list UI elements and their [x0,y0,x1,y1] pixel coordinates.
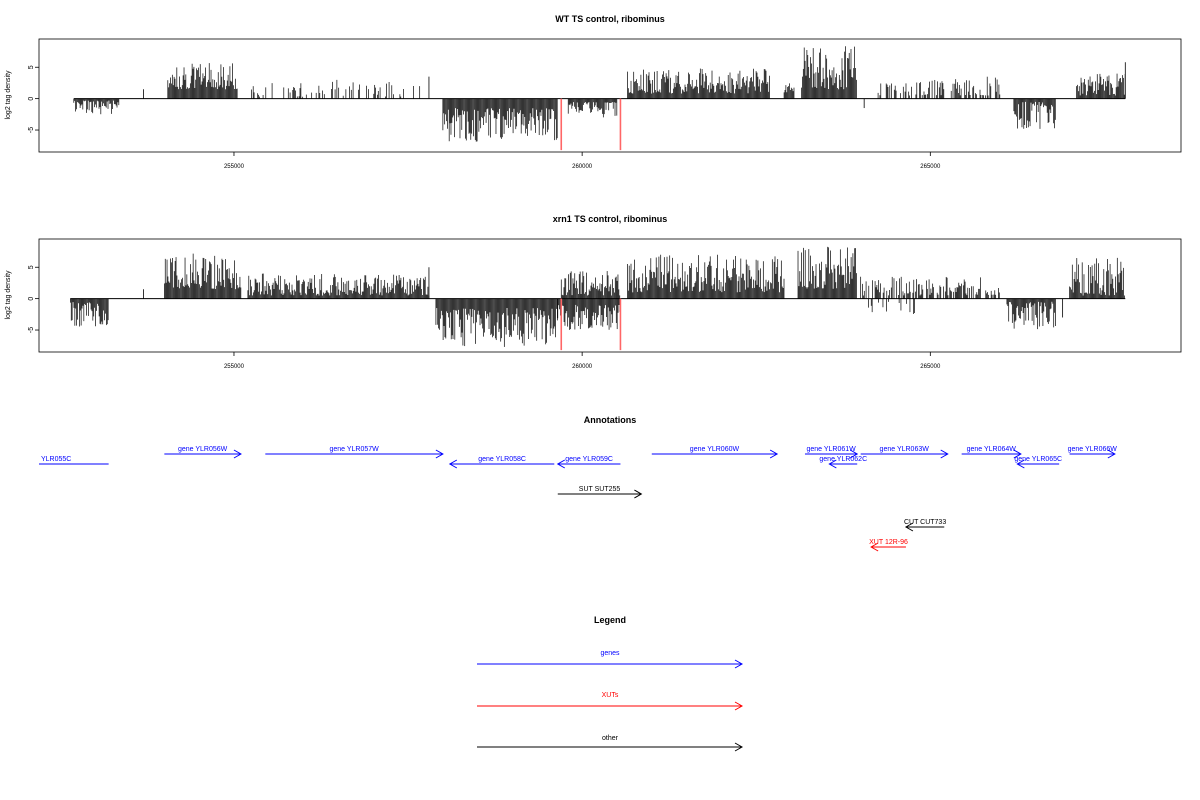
x-tick-label: 255000 [224,364,245,370]
legend-label: genes [600,650,620,657]
feature-gene-ylr063w: gene YLR063W [860,446,949,459]
x-axis: 255000 260000 265000 [224,352,941,370]
x-tick-label: 260000 [572,164,593,170]
legend: Legend genes XUTs other [477,615,744,752]
x-tick-label: 260000 [572,364,593,370]
arrow-head-icon [1107,449,1116,459]
y-axis: -5 0 5 [28,65,39,133]
x-tick-label: 265000 [920,164,941,170]
feature-label: gene YLR064W [967,446,1017,453]
arrow-head-icon [734,701,744,711]
feature-gene-ylr064w: gene YLR064W [961,446,1022,459]
y-tick-label: 0 [28,297,35,301]
arrow-head-icon [556,459,566,469]
feature-cut-cut733: CUT CUT733 [904,519,946,532]
y-tick-label: 5 [28,265,35,269]
y-axis-label: log2 tag density [5,70,12,120]
feature-label: gene YLR066W [1068,446,1118,453]
legend-entry-other: other [477,735,744,752]
plot-frame [38,38,1182,153]
feature-label: gene YLR058C [478,456,526,463]
y-axis: -5 0 5 [28,265,39,333]
coverage-bars [69,246,1126,351]
legend-entry-genes: genes [477,650,744,669]
arrow-head-icon [769,449,779,459]
feature-label: gene YLR063W [880,446,930,453]
arrow-head-icon [435,449,444,459]
feature-label: gene YLR056W [178,446,228,453]
x-tick-label: 265000 [920,364,941,370]
y-axis-label: log2 tag density [5,270,12,320]
legend-title: Legend [594,615,626,625]
feature-ylr055c: YLR055C [39,456,109,465]
feature-gene-ylr058c: gene YLR058C [448,456,555,469]
annotation-track: Annotations YLR055C gene YLR056W gene YLR0… [39,415,1118,552]
feature-xut-12r-96: XUT 12R-96 [869,539,908,552]
arrow-head-icon [940,449,949,459]
y-tick-label: 5 [28,65,35,69]
arrow-head-icon [828,459,837,469]
feature-label: gene YLR059C [565,456,613,463]
feature-gene-ylr059c: gene YLR059C [556,456,621,469]
feature-gene-ylr066w: gene YLR066W [1068,446,1118,459]
coverage-panel-wt: WT TS control, ribominus log2 tag densit… [5,14,1182,170]
feature-label: gene YLR065C [1014,456,1062,463]
feature-gene-ylr056w: gene YLR056W [164,446,242,459]
panel-title: WT TS control, ribominus [555,14,665,24]
feature-gene-ylr061w: gene YLR061W [804,446,859,459]
feature-gene-ylr062c: gene YLR062C [819,456,867,469]
x-tick-label: 255000 [224,164,245,170]
feature-list: YLR055C gene YLR056W gene YLR057W gene YLR0… [39,446,1118,552]
coverage-bars [73,46,1126,151]
feature-label: gene YLR060W [690,446,740,453]
arrow-head-icon [734,742,744,752]
arrow-head-icon [1013,449,1022,459]
feature-label: gene YLR062C [819,456,867,463]
annotations-title: Annotations [584,415,637,425]
feature-label: SUT SUT255 [579,486,621,493]
feature-label: gene YLR061W [806,446,856,453]
feature-label: XUT 12R-96 [869,539,908,546]
arrow-head-icon [904,522,914,532]
feature-gene-ylr065c: gene YLR065C [1014,456,1062,469]
legend-entry-xuts: XUTs [477,692,744,711]
arrow-head-icon [634,489,643,499]
feature-sut-sut255: SUT SUT255 [557,486,643,499]
y-tick-label: -5 [28,327,35,333]
y-tick-label: -5 [28,127,35,133]
feature-label: YLR055C [41,456,71,463]
x-axis: 255000 260000 265000 [224,152,941,170]
arrow-head-icon [1016,459,1025,469]
plot-frame [38,238,1182,353]
arrow-head-icon [734,659,744,669]
feature-label: gene YLR057W [329,446,379,453]
legend-label: XUTs [602,692,619,699]
arrow-head-icon [870,542,879,552]
arrow-head-icon [233,449,242,459]
arrow-head-icon [849,449,859,459]
feature-label: CUT CUT733 [904,519,946,526]
arrow-head-icon [448,459,458,469]
panel-title: xrn1 TS control, ribominus [553,214,668,224]
coverage-panel-xrn1: xrn1 TS control, ribominus log2 tag dens… [5,214,1182,370]
feature-gene-ylr057w: gene YLR057W [265,446,444,459]
y-tick-label: 0 [28,97,35,101]
legend-label: other [602,735,619,742]
feature-gene-ylr060w: gene YLR060W [651,446,779,459]
